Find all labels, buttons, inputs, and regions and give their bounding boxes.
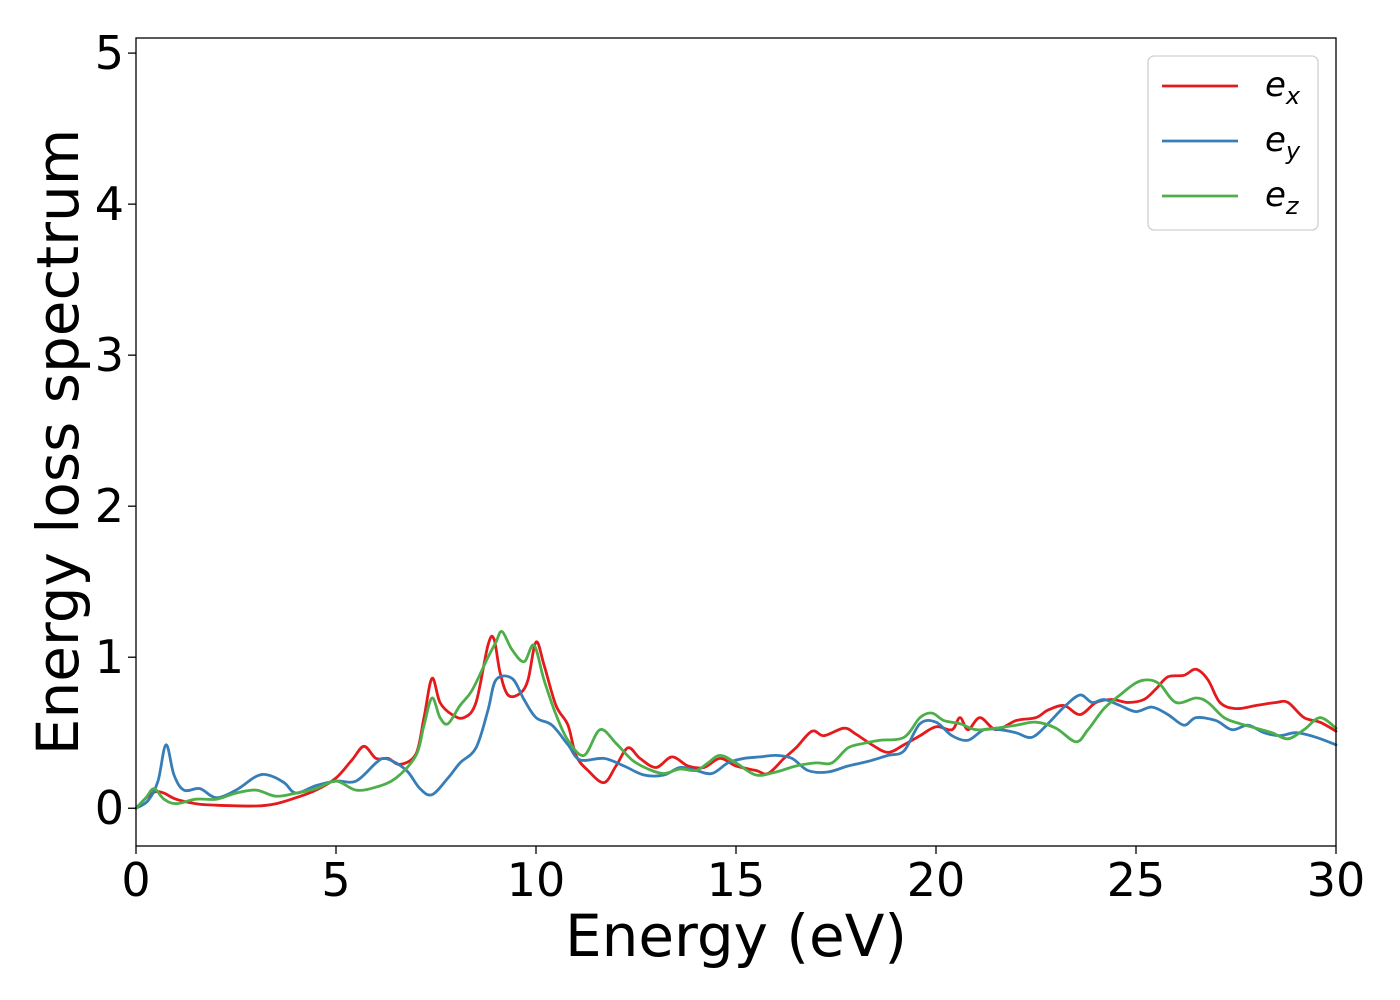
series-line-ex bbox=[134, 634, 1338, 810]
x-tick-label: 15 bbox=[707, 853, 766, 907]
legend-label-ez: ez bbox=[1265, 175, 1300, 220]
x-tick-label: 5 bbox=[321, 853, 350, 907]
legend-frame bbox=[1147, 55, 1319, 231]
x-tick-label: 10 bbox=[507, 853, 566, 907]
y-tick-label: 5 bbox=[95, 26, 124, 80]
series-layer bbox=[134, 630, 1338, 810]
y-axis: 0 1 2 3 4 5 bbox=[95, 26, 136, 835]
y-tick-label: 1 bbox=[95, 630, 124, 684]
series-line-ez bbox=[134, 630, 1338, 810]
y-axis-title: Energy loss spectrum bbox=[24, 129, 92, 755]
y-tick-label: 2 bbox=[95, 479, 124, 533]
x-tick-label: 0 bbox=[121, 853, 150, 907]
legend-items: ex ey ez bbox=[1162, 65, 1301, 220]
y-tick-label: 0 bbox=[95, 781, 124, 835]
x-tick-label: 25 bbox=[1107, 853, 1166, 907]
y-tick-label: 3 bbox=[95, 328, 124, 382]
series-line-ey bbox=[134, 674, 1338, 810]
x-axis-title: Energy (eV) bbox=[565, 902, 907, 970]
legend-label-ey: ey bbox=[1265, 120, 1301, 165]
x-axis: 0 5 10 15 20 25 30 bbox=[121, 846, 1365, 907]
legend-label-ex: ex bbox=[1265, 65, 1301, 110]
x-tick-label: 30 bbox=[1307, 853, 1366, 907]
x-tick-label: 20 bbox=[907, 853, 966, 907]
legend: ex ey ez bbox=[1147, 55, 1319, 231]
y-tick-label: 4 bbox=[95, 177, 124, 231]
